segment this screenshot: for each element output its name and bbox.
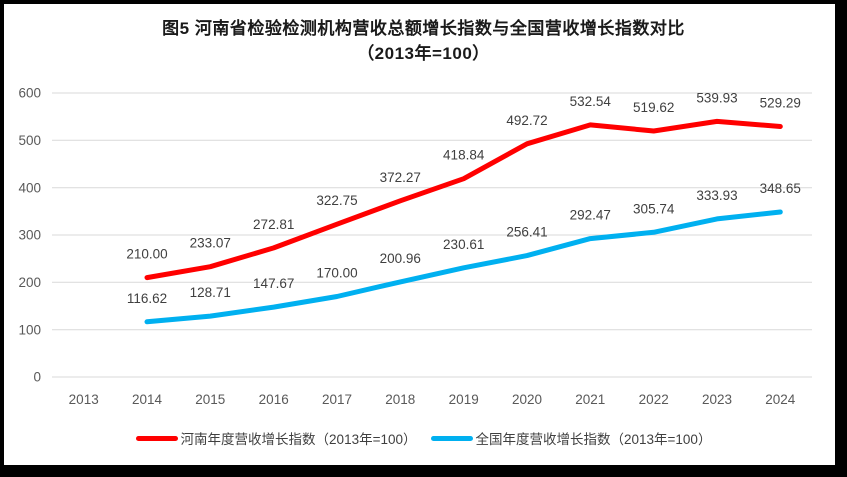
x-axis-tick-label: 2022 [639, 392, 669, 407]
data-label: 200.96 [380, 251, 421, 266]
y-axis-tick-label: 300 [18, 228, 41, 243]
national-line-swatch [430, 435, 473, 441]
legend: 河南年度营收增长指数（2013年=100） 全国年度营收增长指数（2013年=1… [0, 426, 847, 450]
data-label: 230.61 [443, 237, 484, 252]
series-line-1 [144, 209, 783, 325]
legend-label-henan: 河南年度营收增长指数（2013年=100） [180, 432, 417, 447]
chart-title: 图5 河南省检验检测机构营收总额增长指数与全国营收增长指数对比 [162, 19, 685, 38]
y-axis-tick-label: 100 [18, 322, 41, 337]
x-axis-tick-label: 2017 [322, 392, 352, 407]
data-label: 210.00 [126, 247, 167, 262]
data-label: 372.27 [380, 170, 421, 185]
y-axis-tick-label: 200 [18, 275, 41, 290]
chart-subtitle: （2013年=100） [357, 44, 490, 63]
x-axis-tick-label: 2020 [512, 392, 542, 407]
data-label: 272.81 [253, 217, 294, 232]
data-label: 519.62 [633, 100, 674, 115]
data-label: 348.65 [760, 181, 801, 196]
data-label: 532.54 [570, 94, 612, 109]
x-axis-tick-label: 2013 [69, 392, 99, 407]
x-axis-tick-label: 2023 [702, 392, 732, 407]
data-label: 322.75 [316, 193, 357, 208]
data-label: 292.47 [570, 208, 611, 223]
data-label: 233.07 [190, 236, 231, 251]
data-label: 116.62 [127, 291, 167, 306]
x-axis-tick-label: 2018 [385, 392, 415, 407]
y-axis-tick-label: 600 [18, 86, 41, 101]
y-axis-tick-label: 400 [18, 180, 41, 195]
data-label: 147.67 [253, 276, 294, 291]
legend-item-national: 全国年度营收增长指数（2013年=100） [430, 428, 712, 448]
legend-label-national: 全国年度营收增长指数（2013年=100） [475, 432, 712, 447]
x-axis-tick-label: 2014 [132, 392, 163, 407]
data-label: 170.00 [316, 266, 357, 281]
x-axis-tick-label: 2024 [765, 392, 796, 407]
data-label: 333.93 [696, 188, 737, 203]
x-axis-tick-label: 2019 [449, 392, 479, 407]
series-line-0 [144, 118, 783, 281]
henan-line-swatch [135, 435, 178, 441]
data-label: 256.41 [506, 225, 547, 240]
x-axis-tick-label: 2016 [259, 392, 289, 407]
x-axis-tick-label: 2021 [575, 392, 605, 407]
chart-title-block: 图5 河南省检验检测机构营收总额增长指数与全国营收增长指数对比 （2013年=1… [0, 16, 847, 66]
data-label: 418.84 [443, 148, 485, 163]
y-axis-tick-label: 500 [18, 133, 41, 148]
legend-item-henan: 河南年度营收增长指数（2013年=100） [135, 428, 417, 448]
data-label: 529.29 [760, 96, 801, 111]
data-label: 305.74 [633, 201, 675, 216]
x-axis-tick-label: 2015 [195, 392, 225, 407]
data-label: 492.72 [506, 113, 547, 128]
data-label: 128.71 [190, 285, 231, 300]
y-axis-tick-label: 0 [33, 370, 41, 385]
data-label: 539.93 [696, 90, 737, 105]
